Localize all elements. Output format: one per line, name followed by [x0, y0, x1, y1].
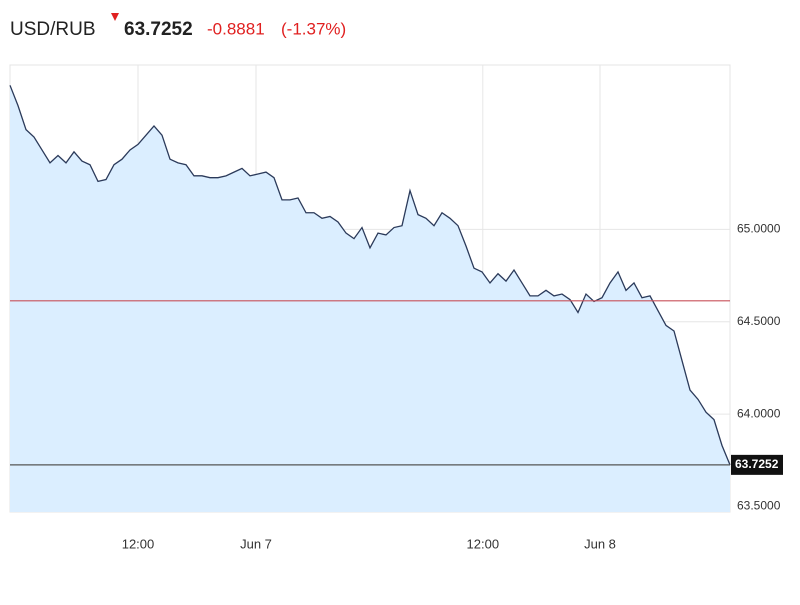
symbol: USD/RUB: [10, 19, 96, 40]
change: -0.8881: [207, 19, 265, 38]
price-line: [9, 85, 731, 466]
price: 63.7252: [124, 19, 193, 40]
y-tick-label: 65.0000: [737, 222, 781, 236]
x-tick-label: Jun 8: [584, 536, 616, 551]
x-tick-label: Jun 7: [240, 536, 272, 551]
area-fill: [10, 85, 730, 513]
down-arrow: [111, 13, 119, 21]
x-tick-label: 12:00: [122, 536, 155, 551]
change-pct: (-1.37%): [281, 19, 346, 38]
last-price-box: [731, 454, 783, 475]
y-tick-label: 64.5000: [737, 314, 781, 328]
x-tick-label: 12:00: [467, 536, 500, 551]
last-price-label: 63.7252: [735, 457, 779, 471]
y-tick-label: 63.5000: [737, 499, 781, 513]
y-tick-label: 64.0000: [737, 406, 781, 420]
